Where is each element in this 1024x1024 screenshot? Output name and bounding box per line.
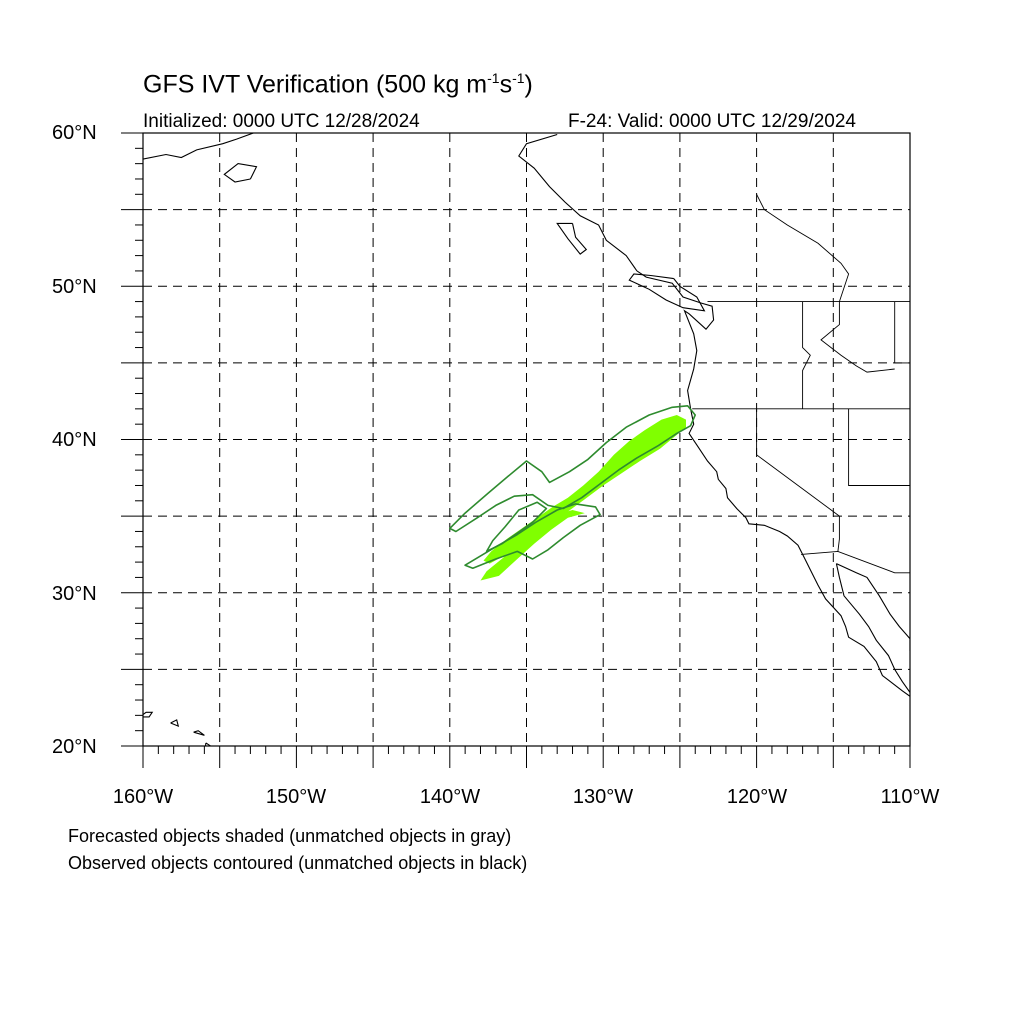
coastline — [193, 730, 205, 736]
coastline — [223, 163, 258, 183]
lon-label-130w: 130°W — [572, 786, 634, 808]
title-exponent-1: -1 — [487, 70, 500, 86]
lat-label-60: 60°N — [52, 122, 97, 144]
axis-ticks — [121, 132, 911, 768]
political-border — [756, 194, 850, 302]
coastline — [518, 133, 910, 697]
legend-observed: Observed objects contoured (unmatched ob… — [68, 853, 528, 873]
lon-label-140w: 140°W — [419, 786, 481, 808]
observed-object-southern-contour — [464, 503, 601, 569]
forecast-object-main-filament — [483, 415, 686, 564]
lat-label-20: 20°N — [52, 736, 97, 758]
coastline — [170, 719, 180, 728]
coastline — [836, 563, 910, 651]
forecast-objects — [480, 415, 686, 581]
map-title: GFS IVT Verification (500 kg m-1s-1) — [143, 70, 533, 99]
coastlines — [143, 133, 910, 746]
political-border — [820, 301, 895, 373]
lon-label-160w: 160°W — [112, 786, 174, 808]
coastline — [556, 222, 588, 255]
forecast-object-southern-filament — [480, 510, 585, 581]
lon-label-120w: 120°W — [726, 786, 788, 808]
observed-objects — [449, 405, 696, 569]
legend-forecast: Forecasted objects shaded (unmatched obj… — [68, 826, 512, 846]
lon-label-150w: 150°W — [265, 786, 327, 808]
lat-label-50: 50°N — [52, 276, 97, 298]
coastline — [143, 711, 154, 718]
coastline — [835, 563, 910, 693]
initialized-label: Initialized: 0000 UTC 12/28/2024 — [143, 111, 420, 132]
title-text-end: ) — [524, 70, 533, 99]
political-border — [894, 301, 910, 364]
political-border — [837, 516, 840, 552]
observed-object-main-contour — [449, 405, 696, 533]
political-border — [848, 408, 910, 486]
political-border — [802, 301, 811, 409]
coastline — [143, 133, 256, 160]
title-text: GFS IVT Verification (500 kg m — [143, 70, 488, 99]
political-border — [801, 550, 910, 574]
valid-time-label: F-24: Valid: 0000 UTC 12/29/2024 — [568, 111, 856, 132]
lat-label-40: 40°N — [52, 429, 97, 451]
lon-label-110w: 110°W — [880, 786, 940, 808]
grid-lines — [143, 133, 910, 746]
coastline — [628, 273, 706, 312]
title-text-mid: s — [499, 70, 513, 99]
lat-label-30: 30°N — [52, 583, 97, 605]
political-border — [756, 408, 840, 517]
title-exponent-2: -1 — [512, 70, 525, 86]
